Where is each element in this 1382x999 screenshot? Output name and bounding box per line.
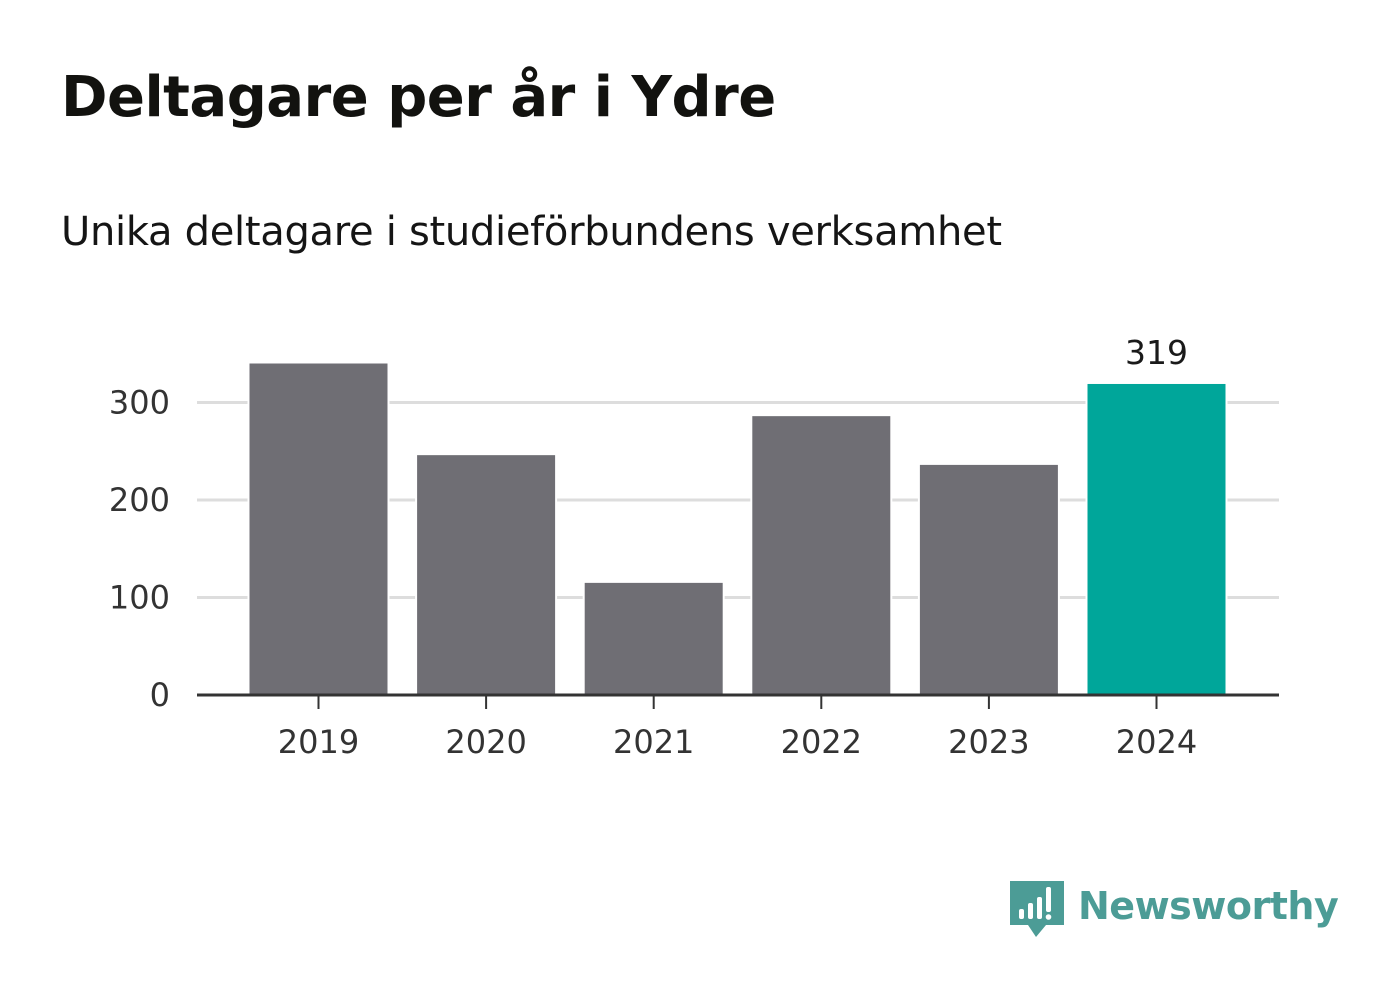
brand-name: Newsworthy (1078, 884, 1339, 928)
x-tick-label-2020: 2020 (445, 723, 526, 761)
x-tick-label-2019: 2019 (278, 723, 359, 761)
newsworthy-logo-icon (1010, 881, 1064, 937)
bars (247, 361, 1228, 697)
brand-logo: Newsworthy (1010, 878, 1339, 942)
x-axis (197, 693, 1279, 709)
x-axis-tick-labels: 2019 2020 2021 2022 2023 2024 (278, 723, 1197, 761)
data-labels: 319 (1125, 333, 1188, 372)
y-tick-label-200: 200 (109, 481, 170, 519)
chart-title: Deltagare per år i Ydre (61, 65, 776, 130)
x-tick-label-2024: 2024 (1116, 723, 1197, 761)
bar-2019 (247, 361, 390, 697)
chart-subtitle: Unika deltagare i studieförbundens verks… (61, 209, 1002, 255)
bar-2024 (1085, 381, 1228, 697)
x-tick-label-2021: 2021 (613, 723, 694, 761)
x-tick-label-2023: 2023 (948, 723, 1029, 761)
y-tick-label-100: 100 (109, 579, 170, 617)
bar-2020 (415, 453, 558, 697)
data-label-2024: 319 (1125, 333, 1188, 372)
bar-2023 (917, 462, 1060, 697)
y-tick-label-0: 0 (150, 676, 170, 714)
x-tick-label-2022: 2022 (781, 723, 862, 761)
bar-2021 (582, 580, 725, 697)
y-tick-label-300: 300 (109, 384, 170, 422)
y-axis-tick-labels: 0 100 200 300 (109, 384, 170, 715)
bar-2022 (750, 414, 893, 697)
